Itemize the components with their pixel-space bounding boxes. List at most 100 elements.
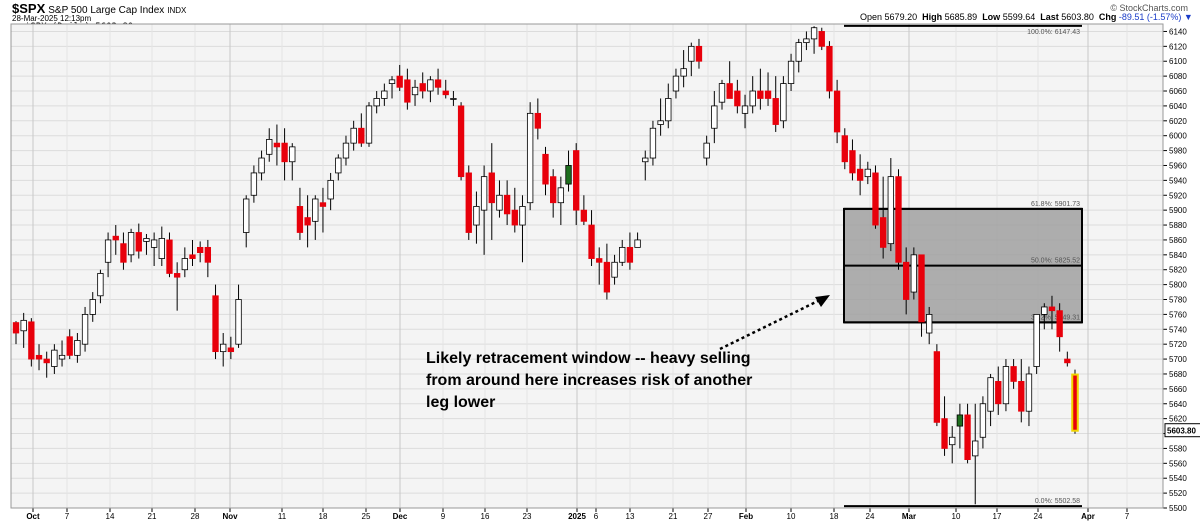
candle-body xyxy=(166,239,173,274)
candle-body xyxy=(903,261,910,300)
candle-body xyxy=(28,321,35,360)
candle-body xyxy=(718,83,726,103)
candle xyxy=(373,91,380,114)
y-tick-label: 5740 xyxy=(1169,325,1187,334)
candle-body xyxy=(626,246,634,263)
candle-body xyxy=(143,238,150,242)
candle-body xyxy=(496,194,503,211)
candle-body xyxy=(926,313,933,334)
candle xyxy=(757,68,764,110)
candle xyxy=(764,72,772,106)
x-tick-label: 24 xyxy=(1034,512,1043,521)
candle-body xyxy=(273,142,281,148)
candle-body xyxy=(74,340,81,356)
candle-body xyxy=(235,299,242,345)
y-tick-label: 6100 xyxy=(1169,57,1187,66)
candle xyxy=(987,373,994,427)
candle-body xyxy=(995,381,1002,405)
y-tick-label: 5880 xyxy=(1169,221,1187,230)
candle-body xyxy=(419,83,426,92)
candle xyxy=(642,150,649,181)
candle-body xyxy=(956,414,964,427)
y-tick-label: 5860 xyxy=(1169,236,1187,245)
candle-body xyxy=(97,273,104,297)
candle-body xyxy=(35,354,43,360)
candle-body xyxy=(1071,373,1079,432)
candle xyxy=(473,191,480,244)
candle xyxy=(258,150,265,181)
candle-body xyxy=(150,239,158,248)
candle-body xyxy=(949,436,956,446)
candle xyxy=(903,247,910,315)
candle xyxy=(803,31,810,51)
candle xyxy=(833,79,841,144)
candle-body xyxy=(104,239,112,263)
candle xyxy=(979,396,987,449)
symbol-description: S&P 500 Large Cap Index xyxy=(48,5,165,16)
candle xyxy=(964,403,971,464)
plot-frame xyxy=(10,23,1164,509)
candle xyxy=(611,254,618,285)
candle xyxy=(588,210,595,266)
candle xyxy=(795,38,802,73)
candle-body xyxy=(910,254,918,293)
y-tick-label: 5720 xyxy=(1169,340,1187,349)
annotation-line: leg lower xyxy=(426,394,495,411)
annotation-line: Likely retracement window -- heavy selli… xyxy=(426,350,751,367)
y-tick-label: 5840 xyxy=(1169,251,1187,260)
candle-body xyxy=(480,176,488,211)
candle xyxy=(1002,359,1010,412)
candle xyxy=(787,53,795,92)
candle xyxy=(488,143,495,240)
candle xyxy=(1010,359,1017,389)
last-value-label: 5603.80 xyxy=(1167,427,1196,436)
candle xyxy=(649,120,657,166)
candle-body xyxy=(411,86,419,96)
y-axis: 5500552055405560558056005620564056605680… xyxy=(1163,27,1200,513)
last-label: Last xyxy=(1040,12,1059,22)
candle xyxy=(534,98,541,140)
candle-body xyxy=(120,243,127,263)
candle-body xyxy=(342,142,350,159)
candle-body xyxy=(135,232,142,252)
y-tick-label: 5640 xyxy=(1169,400,1187,409)
y-tick-label: 5780 xyxy=(1169,296,1187,305)
candle-body xyxy=(1025,373,1033,412)
candle xyxy=(818,27,825,51)
candle-body xyxy=(112,235,119,241)
candle-body xyxy=(350,127,357,144)
candle xyxy=(127,228,135,263)
candle xyxy=(718,79,726,110)
candle xyxy=(104,232,112,278)
candle xyxy=(12,321,20,345)
candle xyxy=(949,426,956,464)
x-tick-label: 24 xyxy=(866,512,875,521)
y-tick-label: 6020 xyxy=(1169,117,1187,126)
y-tick-label: 5900 xyxy=(1169,206,1187,215)
candle xyxy=(557,176,565,226)
y-tick-label: 5980 xyxy=(1169,147,1187,156)
chart-datetime: 28-Mar-2025 12:13pm xyxy=(12,14,92,23)
candle-body xyxy=(434,79,442,88)
candle xyxy=(66,329,73,360)
candle xyxy=(143,233,150,255)
candle-body xyxy=(557,187,565,204)
candle xyxy=(711,91,718,144)
y-tick-label: 6080 xyxy=(1169,72,1187,81)
y-tick-label: 5540 xyxy=(1169,474,1187,483)
candle-body xyxy=(204,246,212,263)
candle-body xyxy=(404,79,411,103)
candle xyxy=(665,83,672,129)
candle-body xyxy=(335,157,342,174)
candle xyxy=(1048,295,1056,330)
candle-body xyxy=(711,105,718,129)
candle-body xyxy=(465,172,472,233)
y-tick-label: 5620 xyxy=(1169,415,1187,424)
x-axis: Oct 7 14 21 28 Nov 11 18 25 Dec 9 16 23 2025 6 13 21 27 Fe… xyxy=(26,508,1130,521)
candle-body xyxy=(772,98,779,125)
candle-body xyxy=(649,127,657,159)
candle xyxy=(419,72,426,99)
candle xyxy=(120,232,127,270)
candle xyxy=(28,318,35,367)
candle xyxy=(365,102,373,147)
